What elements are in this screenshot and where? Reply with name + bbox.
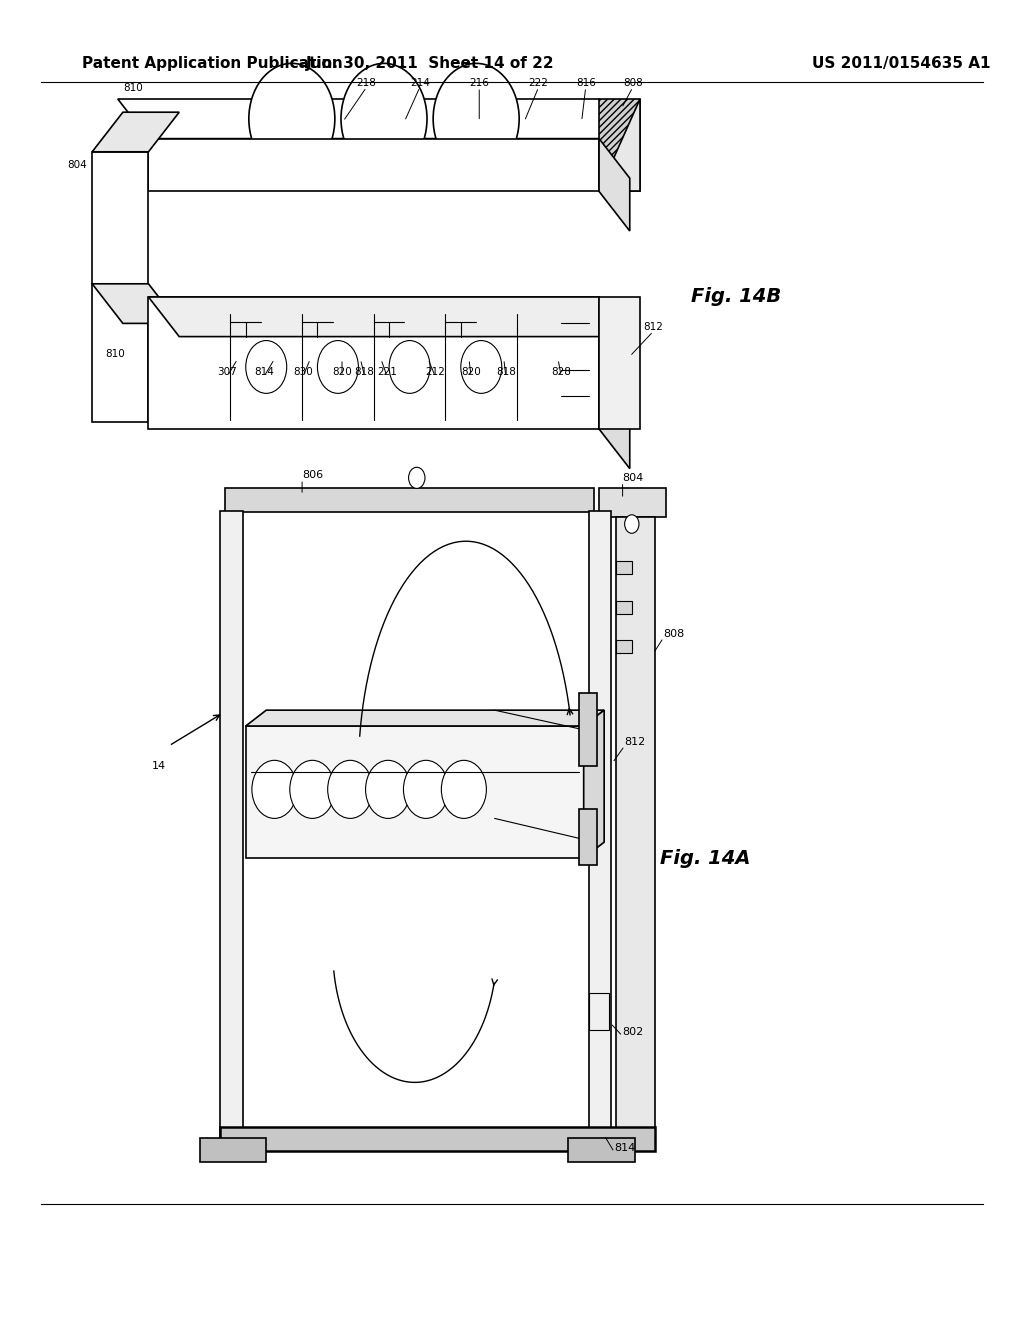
Text: Fig. 14A: Fig. 14A [660, 849, 751, 867]
Text: 814: 814 [254, 367, 274, 378]
Polygon shape [148, 139, 599, 191]
Text: 222: 222 [528, 78, 549, 88]
Polygon shape [92, 112, 179, 152]
Circle shape [290, 760, 335, 818]
Circle shape [389, 341, 430, 393]
Bar [589, 993, 609, 1030]
Text: US 2011/0154635 A1: US 2011/0154635 A1 [812, 55, 990, 71]
Text: 216: 216 [469, 78, 489, 88]
Bar [568, 1138, 635, 1162]
Text: 804: 804 [67, 160, 87, 170]
Text: 806: 806 [302, 470, 324, 480]
Text: 818: 818 [496, 367, 516, 378]
Text: 816: 816 [575, 78, 596, 88]
Polygon shape [599, 99, 640, 191]
Bar [616, 561, 632, 574]
Text: 221: 221 [377, 367, 397, 378]
Text: 820: 820 [332, 367, 352, 378]
Text: 810: 810 [123, 83, 143, 94]
Polygon shape [148, 297, 599, 429]
Circle shape [249, 63, 335, 174]
Text: 804: 804 [623, 473, 644, 483]
Circle shape [252, 760, 297, 818]
Polygon shape [599, 99, 640, 191]
Text: Jun. 30, 2011  Sheet 14 of 22: Jun. 30, 2011 Sheet 14 of 22 [306, 55, 554, 71]
Bar [616, 640, 632, 653]
Text: 820: 820 [461, 367, 481, 378]
Bar [220, 511, 243, 1142]
Bar [579, 809, 597, 865]
Bar [589, 511, 611, 1142]
Circle shape [409, 467, 425, 488]
Circle shape [246, 341, 287, 393]
Bar [246, 726, 584, 858]
Polygon shape [92, 284, 179, 323]
Polygon shape [599, 297, 640, 429]
Circle shape [328, 760, 373, 818]
Bar [616, 517, 655, 1135]
Text: 830: 830 [293, 367, 313, 378]
Text: 214: 214 [410, 78, 430, 88]
Text: 802: 802 [623, 1027, 644, 1038]
Circle shape [403, 760, 449, 818]
Polygon shape [584, 710, 604, 858]
Bar [200, 1138, 266, 1162]
Bar [220, 1127, 655, 1151]
Polygon shape [599, 297, 630, 469]
Polygon shape [92, 284, 148, 422]
Polygon shape [148, 297, 630, 337]
Text: 808: 808 [623, 78, 643, 88]
Bar [599, 488, 666, 517]
Text: 14: 14 [152, 760, 166, 771]
Text: 810: 810 [104, 348, 125, 359]
Bar [225, 488, 594, 512]
Polygon shape [92, 152, 148, 284]
Text: 812: 812 [625, 737, 646, 747]
Text: Patent Application Publication: Patent Application Publication [82, 55, 343, 71]
Circle shape [433, 63, 519, 174]
Text: 828: 828 [551, 367, 571, 378]
Circle shape [441, 760, 486, 818]
Text: 212: 212 [425, 367, 445, 378]
Circle shape [366, 760, 411, 818]
Circle shape [461, 341, 502, 393]
Polygon shape [246, 710, 604, 726]
Circle shape [341, 63, 427, 174]
Text: 818: 818 [354, 367, 375, 378]
Circle shape [625, 515, 639, 533]
Polygon shape [599, 139, 630, 231]
Circle shape [317, 341, 358, 393]
Text: 814: 814 [614, 1143, 636, 1154]
Text: 812: 812 [643, 322, 664, 333]
Bar [616, 601, 632, 614]
Text: 808: 808 [664, 628, 685, 639]
Text: 218: 218 [356, 78, 377, 88]
Text: Fig. 14B: Fig. 14B [691, 288, 781, 306]
Polygon shape [118, 99, 630, 139]
Text: 307: 307 [217, 367, 238, 378]
Bar [579, 693, 597, 766]
